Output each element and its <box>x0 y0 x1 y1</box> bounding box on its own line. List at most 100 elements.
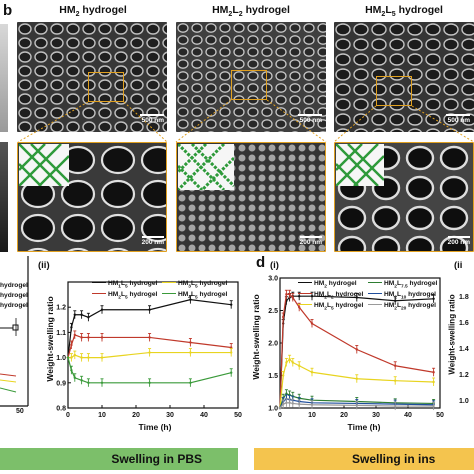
chart-d-i-data-point <box>288 293 291 296</box>
chart-d-i-legend-swatch <box>298 292 312 294</box>
scale-bar-bottom-2: 200 nm <box>290 236 322 246</box>
partial-legend-2: hydrogel <box>0 292 28 299</box>
left-edge-photo-dark <box>0 142 8 252</box>
lattice-inset-1 <box>18 143 70 187</box>
partial-right-tick-1: 1.0 <box>459 398 469 405</box>
chart-d-i-data-point <box>288 401 291 404</box>
zoom-box-1 <box>88 72 124 102</box>
chart-ii-ytick-label: 0.8 <box>56 406 66 413</box>
chart-ii-data-point <box>70 343 73 347</box>
banner-pbs: Swelling in PBS <box>0 448 238 470</box>
chart-d-i-legend-swatch <box>298 303 312 305</box>
chart-d-i-data-point <box>282 315 285 319</box>
banner-ins: Swelling in ins <box>254 448 474 470</box>
chart-ii-data-point <box>87 356 90 359</box>
chart-d-i-data-point <box>310 322 314 325</box>
chart-ii-data-point <box>80 336 83 339</box>
chart-ii-xlabel: Time (h) <box>138 422 172 432</box>
chart-ii-ytick-label: 1.1 <box>56 330 66 337</box>
chart-d-i-legend-item-6: HM2L20 hydrogel <box>368 302 436 311</box>
chart-d-i-legend-swatch <box>368 292 382 294</box>
chart-d-i-ytick-label: 3.0 <box>268 276 278 283</box>
lattice-inset-2 <box>176 142 236 192</box>
chart-d-i-data-point <box>394 404 397 408</box>
chart-ii-data-point <box>73 313 76 316</box>
chart-d-i-data-point <box>285 401 288 404</box>
partial-right-sublabel: (ii <box>454 260 463 271</box>
chart-ii-data-point <box>100 356 104 359</box>
chart-ii-legend-swatch <box>162 281 176 283</box>
chart-ii-plot: 0 10 20 30 40 50 0.8 0.9 1.0 1.1 1.2 <box>56 281 242 419</box>
panel-letter-b: b <box>3 2 13 19</box>
chart-ii-ytick-label: 1.0 <box>56 355 66 362</box>
column-title-1: HM2 hydrogel <box>59 4 127 19</box>
chart-d-i-legend-swatch <box>368 281 382 283</box>
chart-ii-data-point <box>100 336 104 339</box>
chart-d-i-legend-item-1: HM2 hydrogel <box>298 280 357 289</box>
chart-ii-data-point <box>100 381 104 384</box>
scale-bar-top-1: 500 nm <box>132 114 164 124</box>
chart-d-i-data-point <box>285 392 288 395</box>
column-title-3: HM2L5 hydrogel <box>365 4 443 19</box>
chart-ii-legend-item-2: HM2L5 hydrogel <box>92 291 157 300</box>
partial-right-tick-3: 1.4 <box>459 346 469 353</box>
chart-d-i-data-point <box>285 361 288 364</box>
chart-ii-data-point <box>189 381 192 384</box>
chart-ii-data-point <box>87 381 90 384</box>
chart-ii-data-point <box>70 326 73 329</box>
chart-d-i-series-line-5 <box>279 398 434 409</box>
banner-pbs-text: Swelling in PBS <box>111 452 202 466</box>
chart-ii-data-point <box>148 308 151 311</box>
chart-d-i-data-point <box>310 403 314 406</box>
partial-legend-3: hydrogel <box>0 302 28 309</box>
chart-ii-xtick-label: 10 <box>98 412 106 419</box>
chart-ii-data-point <box>230 351 233 354</box>
chart-ii-data-point <box>189 298 192 301</box>
chart-d-i-legend-item-2: HM2L2 hydrogel <box>298 291 363 300</box>
scale-bar-bottom-1: 200 nm <box>132 236 164 246</box>
chart-d-i-data-point <box>298 364 301 367</box>
chart-ii-legend-swatch <box>92 292 106 294</box>
chart-d-i-ytick-label: 2.0 <box>268 341 278 348</box>
chart-ii-data-point <box>80 313 83 316</box>
sem-image-top-1 <box>17 22 167 132</box>
chart-d-i-data-point <box>355 377 358 380</box>
chart-ii-data-point <box>230 303 233 306</box>
chart-ii-data-point <box>100 308 104 311</box>
chart-d-i-xtick-label: 0 <box>278 412 282 419</box>
chart-ii-legend-item-1: HM1L5 hydrogel <box>92 280 157 289</box>
chart-d-i-data-point <box>291 296 294 299</box>
scale-bar-top-2: 500 nm <box>290 114 322 124</box>
chart-ii-data-point <box>73 376 76 379</box>
left-edge-photo <box>0 24 8 132</box>
chart-d-i-data-point <box>282 402 285 406</box>
chart-ii-legend-swatch <box>162 292 176 294</box>
chart-d-i-xtick-label: 40 <box>404 412 412 419</box>
chart-d-i-xtick-label: 30 <box>372 412 380 419</box>
partial-right-ylabel: Weight-swelling ratio <box>447 294 457 375</box>
chart-d-i-legend: HM2 hydrogel HM2L2 hydrogel HM2L5 hydrogel… <box>298 280 438 328</box>
chart-d-i-data-point <box>298 295 301 298</box>
chart-ii-data-point <box>148 336 151 339</box>
chart-d-i-plot: 0 10 20 30 40 50 1.0 1.5 2.0 2.5 3.0 <box>268 276 444 420</box>
chart-ii-data-point <box>73 333 76 337</box>
chart-d-i-data-point <box>355 296 358 299</box>
chart-d-i-ytick-label: 2.5 <box>268 308 278 315</box>
chart-d-i-xtick-label: 10 <box>308 412 316 419</box>
chart-d-i-series-line-4 <box>279 392 434 409</box>
chart-ii-xtick-label: 20 <box>132 412 140 419</box>
chart-ii-legend-item-3: HM3L5 hydrogel <box>162 280 227 289</box>
chart-d-i-data-point <box>432 404 435 408</box>
chart-ii-data-point <box>148 351 151 354</box>
chart-d-i-legend-item-5: HM2L10 hydrogel <box>368 291 436 300</box>
chart-d-i: d (i) Weight-swelling ratio Time (h) 0 10… <box>244 254 444 438</box>
chart-d-i-data-point <box>394 379 397 382</box>
chart-d-i-xtick-label: 50 <box>436 412 444 419</box>
chart-d-i-data-point <box>278 406 282 410</box>
chart-ii-data-point <box>87 336 90 339</box>
chart-d-i-data-point <box>288 358 291 361</box>
panel-letter-d: d <box>256 254 266 271</box>
chart-d-i-series-line-2 <box>279 293 434 409</box>
scale-bar-bottom-3: 200 nm <box>438 236 470 246</box>
chart-ii-xtick-label: 30 <box>166 412 174 419</box>
